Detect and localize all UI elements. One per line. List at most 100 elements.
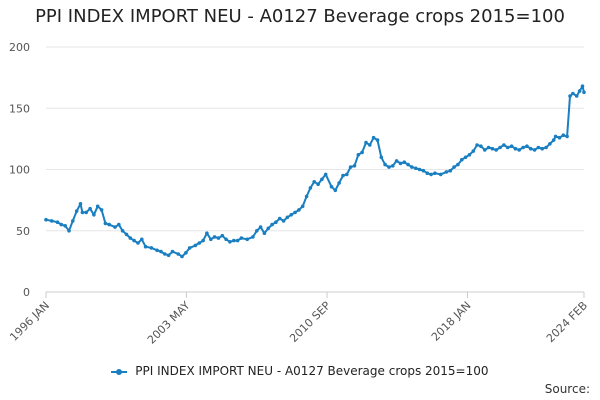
legend[interactable]: PPI INDEX IMPORT NEU - A0127 Beverage cr…: [0, 364, 600, 378]
data-point[interactable]: [438, 172, 443, 177]
data-point[interactable]: [471, 149, 476, 153]
data-point[interactable]: [262, 231, 267, 235]
data-point[interactable]: [444, 170, 449, 174]
data-point[interactable]: [486, 145, 491, 150]
data-point[interactable]: [235, 238, 240, 243]
data-point[interactable]: [429, 172, 433, 177]
data-point[interactable]: [49, 219, 54, 223]
data-point[interactable]: [379, 155, 384, 160]
data-point[interactable]: [410, 165, 414, 169]
data-point[interactable]: [498, 145, 502, 150]
data-point[interactable]: [95, 204, 100, 209]
data-point[interactable]: [433, 171, 437, 175]
data-point[interactable]: [304, 194, 309, 199]
data-point[interactable]: [205, 231, 209, 235]
data-point[interactable]: [128, 236, 133, 240]
data-point[interactable]: [456, 162, 460, 167]
data-point[interactable]: [201, 238, 205, 243]
data-point[interactable]: [425, 171, 430, 175]
data-point[interactable]: [124, 232, 129, 237]
data-point[interactable]: [166, 253, 171, 258]
data-point[interactable]: [155, 248, 159, 253]
data-point[interactable]: [505, 145, 510, 150]
data-point[interactable]: [312, 180, 317, 184]
data-point[interactable]: [345, 172, 349, 177]
data-point[interactable]: [143, 244, 148, 249]
data-point[interactable]: [274, 220, 278, 224]
data-point[interactable]: [548, 142, 552, 146]
data-point[interactable]: [209, 237, 213, 242]
data-point[interactable]: [180, 254, 184, 259]
data-point[interactable]: [308, 186, 313, 190]
data-point[interactable]: [159, 249, 163, 254]
data-point[interactable]: [300, 204, 305, 209]
data-point[interactable]: [251, 235, 255, 239]
data-point[interactable]: [557, 135, 562, 140]
data-point[interactable]: [323, 172, 328, 177]
data-point[interactable]: [170, 249, 175, 254]
data-point[interactable]: [517, 148, 521, 152]
data-point[interactable]: [402, 160, 407, 164]
data-point[interactable]: [509, 144, 514, 148]
data-point[interactable]: [360, 150, 364, 155]
data-point[interactable]: [99, 208, 104, 212]
data-point[interactable]: [568, 94, 572, 98]
data-point[interactable]: [452, 165, 456, 169]
data-point[interactable]: [289, 213, 294, 217]
data-point[interactable]: [536, 145, 541, 150]
data-point[interactable]: [540, 146, 544, 151]
data-point[interactable]: [553, 134, 558, 139]
data-point[interactable]: [136, 241, 140, 245]
data-point[interactable]: [352, 164, 357, 168]
data-point[interactable]: [341, 173, 345, 178]
data-point[interactable]: [184, 251, 188, 255]
data-point[interactable]: [149, 246, 154, 250]
data-point[interactable]: [383, 162, 387, 167]
data-point[interactable]: [67, 229, 71, 233]
data-point[interactable]: [483, 148, 487, 152]
data-point[interactable]: [220, 233, 225, 238]
data-point[interactable]: [513, 146, 518, 151]
data-point[interactable]: [460, 157, 464, 162]
data-point[interactable]: [387, 165, 391, 169]
data-point[interactable]: [187, 246, 192, 250]
data-point[interactable]: [84, 210, 88, 215]
data-point[interactable]: [266, 226, 271, 231]
data-point[interactable]: [92, 213, 96, 217]
data-point[interactable]: [212, 235, 217, 239]
data-point[interactable]: [193, 243, 198, 248]
data-point[interactable]: [414, 166, 418, 171]
data-point[interactable]: [329, 184, 334, 189]
data-point[interactable]: [502, 143, 506, 147]
data-point[interactable]: [479, 144, 483, 148]
data-point[interactable]: [448, 168, 453, 173]
data-point[interactable]: [63, 224, 67, 228]
data-point[interactable]: [71, 219, 75, 223]
data-point[interactable]: [80, 210, 85, 215]
data-point[interactable]: [582, 90, 586, 95]
data-point[interactable]: [59, 222, 64, 227]
data-point[interactable]: [561, 133, 566, 137]
data-point[interactable]: [577, 89, 582, 93]
data-point[interactable]: [132, 238, 136, 243]
data-point[interactable]: [277, 216, 282, 221]
data-point[interactable]: [281, 219, 286, 223]
data-point[interactable]: [368, 143, 372, 147]
data-point[interactable]: [532, 148, 537, 152]
data-point[interactable]: [375, 138, 380, 142]
data-point[interactable]: [348, 165, 353, 169]
data-point[interactable]: [258, 225, 263, 229]
data-point[interactable]: [176, 252, 180, 256]
data-point[interactable]: [525, 144, 529, 148]
data-point[interactable]: [270, 222, 274, 227]
data-point[interactable]: [285, 215, 290, 220]
data-point[interactable]: [551, 138, 556, 142]
data-point[interactable]: [494, 148, 499, 152]
data-point[interactable]: [356, 153, 361, 157]
data-point[interactable]: [544, 145, 548, 150]
data-point[interactable]: [228, 240, 232, 244]
data-point[interactable]: [475, 143, 479, 147]
data-point[interactable]: [490, 146, 495, 151]
data-point[interactable]: [120, 229, 125, 233]
data-point[interactable]: [78, 202, 83, 206]
